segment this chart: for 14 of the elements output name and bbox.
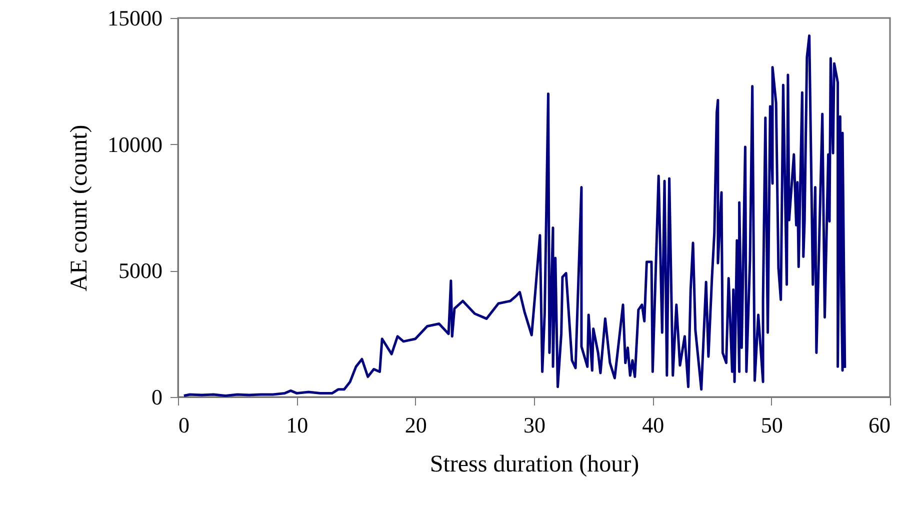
x-tick-label: 10 (286, 412, 308, 438)
line-series (182, 34, 846, 397)
y-axis-title: AE count (count) (66, 124, 92, 292)
x-tick-label: 40 (642, 412, 664, 438)
y-tick-label: 15000 (108, 6, 162, 30)
y-tick-label: 5000 (118, 258, 162, 284)
y-tick-label: 10000 (108, 132, 162, 157)
x-axis-title: Stress duration (hour) (430, 452, 640, 478)
x-tick-label: 0 (178, 412, 190, 438)
x-tick-label: 60 (868, 412, 890, 438)
x-tick-label: 50 (760, 412, 783, 438)
x-tick-label: 20 (404, 412, 427, 438)
x-tick-label: 30 (524, 412, 546, 438)
y-tick-label: 0 (152, 384, 162, 410)
